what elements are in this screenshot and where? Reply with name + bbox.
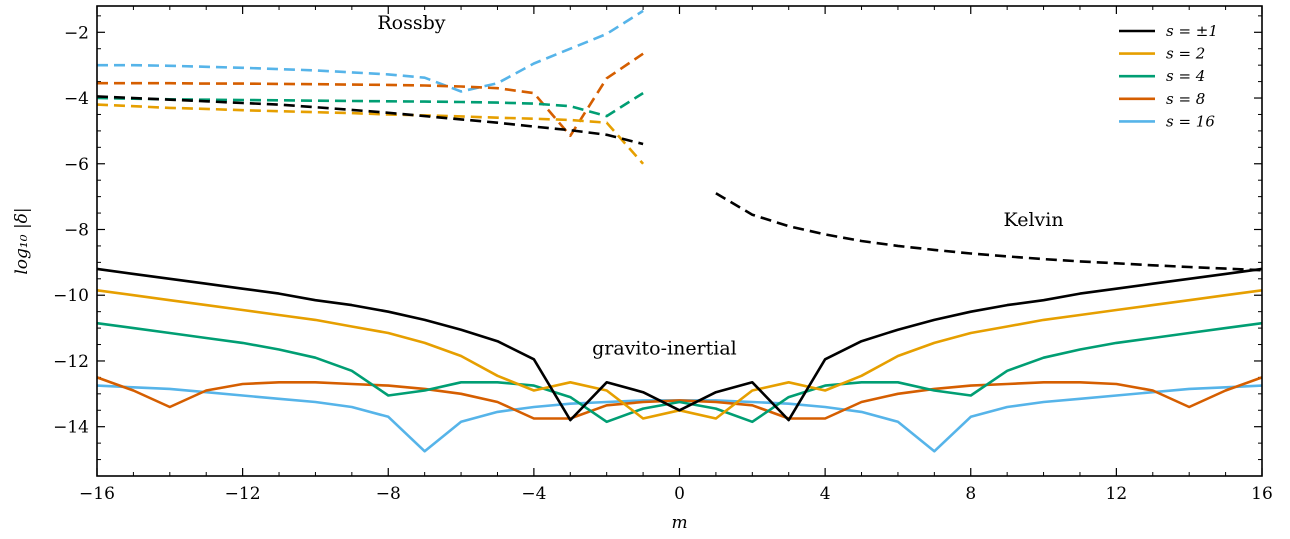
x-tick-label: 8 xyxy=(965,484,976,504)
x-tick-label: −16 xyxy=(79,484,115,504)
series-4-gravito-inertial-line xyxy=(96,384,1263,453)
legend-entry: s = 4 xyxy=(1119,67,1205,85)
x-tick-label: 12 xyxy=(1106,484,1128,504)
axis-ticks xyxy=(96,6,1263,477)
legend-label: s = 4 xyxy=(1166,67,1205,85)
series-layer xyxy=(96,9,1263,453)
annotation-gravito-inertial: gravito-inertial xyxy=(592,337,737,359)
series-1-rossby-line xyxy=(96,103,645,165)
legend-entry: s = ±1 xyxy=(1119,22,1218,40)
x-tick-label: 0 xyxy=(674,484,685,504)
x-axis-label: m xyxy=(671,513,687,533)
legend-label: s = ±1 xyxy=(1166,22,1218,40)
legend-entry: s = 8 xyxy=(1119,90,1205,108)
y-tick-label: −4 xyxy=(64,89,89,109)
series-0 xyxy=(96,95,1263,422)
y-tick-label: −14 xyxy=(53,418,89,438)
series-0-kelvin-line xyxy=(715,192,1263,272)
y-tick-label: −10 xyxy=(53,286,89,306)
series-0-gravito-inertial-line xyxy=(96,267,1263,422)
series-2-gravito-inertial-line xyxy=(96,321,1263,424)
tick-labels: −16 −12 −8 −4 0 4 8 12 16 −14 −12 −10 −8 −6 −4 −2 xyxy=(53,23,1273,504)
legend-entry: s = 2 xyxy=(1119,45,1205,63)
y-tick-label: −8 xyxy=(64,220,89,240)
series-4 xyxy=(96,9,1263,453)
plot-frame xyxy=(96,5,1263,477)
legend: s = ±1 s = 2 s = 4 s = 8 s = 16 xyxy=(1119,22,1218,130)
legend-label: s = 16 xyxy=(1166,112,1215,130)
annotation-kelvin: Kelvin xyxy=(1004,209,1064,231)
x-tick-label: 16 xyxy=(1251,484,1273,504)
series-2 xyxy=(96,92,1263,424)
series-3 xyxy=(96,52,1263,420)
annotation-rossby: Rossby xyxy=(377,12,445,34)
y-tick-label: −6 xyxy=(64,155,89,175)
series-3-rossby-line xyxy=(97,52,644,138)
series-0-rossby-line xyxy=(96,95,644,146)
legend-entry: s = 16 xyxy=(1119,112,1215,130)
y-axis-label: log₁₀ |δ| xyxy=(12,207,32,274)
legend-label: s = 2 xyxy=(1166,45,1205,63)
x-tick-label: −8 xyxy=(376,484,401,504)
x-tick-label: 4 xyxy=(820,484,831,504)
x-tick-label: −4 xyxy=(521,484,546,504)
x-tick-label: −12 xyxy=(225,484,261,504)
y-tick-label: −12 xyxy=(53,352,89,372)
series-3-gravito-inertial-line xyxy=(96,376,1263,420)
y-tick-label: −2 xyxy=(64,23,89,43)
series-4-rossby-line xyxy=(97,9,644,93)
legend-label: s = 8 xyxy=(1166,90,1205,108)
